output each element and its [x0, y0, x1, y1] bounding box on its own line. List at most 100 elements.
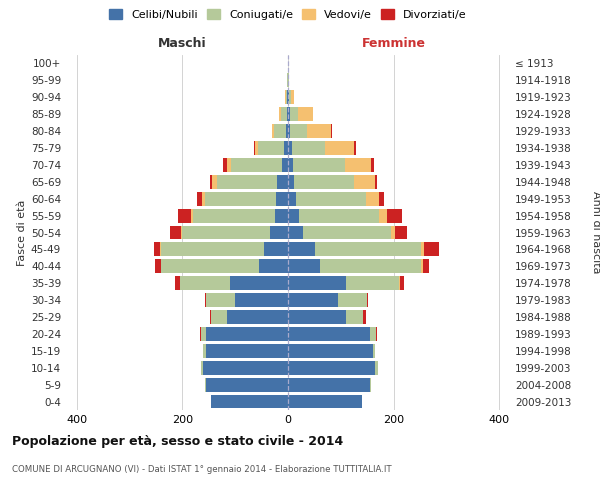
Bar — [331, 124, 332, 138]
Bar — [298, 107, 313, 121]
Text: Popolazione per età, sesso e stato civile - 2014: Popolazione per età, sesso e stato civil… — [12, 435, 343, 448]
Bar — [288, 158, 293, 172]
Bar — [320, 260, 421, 273]
Bar — [205, 192, 277, 205]
Bar — [295, 175, 353, 188]
Bar — [375, 361, 378, 374]
Bar — [373, 344, 375, 358]
Bar — [346, 276, 399, 290]
Bar — [288, 226, 303, 239]
Text: COMUNE DI ARCUGNANO (VI) - Dati ISTAT 1° gennaio 2014 - Elaborazione TUTTITALIA.: COMUNE DI ARCUGNANO (VI) - Dati ISTAT 1°… — [12, 465, 392, 474]
Bar — [201, 361, 203, 374]
Bar — [179, 276, 230, 290]
Bar — [178, 208, 191, 222]
Bar — [286, 90, 287, 104]
Bar — [227, 310, 288, 324]
Bar — [370, 378, 371, 392]
Text: Femmine: Femmine — [362, 37, 426, 50]
Bar — [193, 208, 275, 222]
Bar — [288, 192, 296, 205]
Bar — [316, 242, 421, 256]
Bar — [284, 141, 288, 155]
Bar — [288, 361, 375, 374]
Y-axis label: Anni di nascita: Anni di nascita — [591, 191, 600, 274]
Bar — [374, 175, 377, 188]
Bar — [288, 394, 362, 408]
Bar — [197, 192, 202, 205]
Bar — [288, 276, 346, 290]
Bar — [287, 107, 288, 121]
Bar — [212, 175, 217, 188]
Bar — [272, 124, 274, 138]
Y-axis label: Fasce di età: Fasce di età — [17, 200, 27, 266]
Bar — [230, 276, 288, 290]
Bar — [205, 378, 206, 392]
Bar — [292, 141, 325, 155]
Bar — [206, 344, 288, 358]
Bar — [325, 141, 354, 155]
Bar — [235, 293, 288, 307]
Bar — [289, 90, 291, 104]
Bar — [255, 141, 259, 155]
Bar — [421, 260, 423, 273]
Bar — [288, 141, 292, 155]
Bar — [281, 158, 288, 172]
Bar — [395, 226, 407, 239]
Bar — [290, 107, 298, 121]
Bar — [154, 242, 160, 256]
Bar — [303, 226, 391, 239]
Bar — [288, 242, 316, 256]
Text: Maschi: Maschi — [158, 37, 206, 50]
Bar — [211, 310, 227, 324]
Bar — [387, 208, 401, 222]
Bar — [205, 293, 206, 307]
Bar — [202, 192, 205, 205]
Bar — [161, 242, 264, 256]
Bar — [344, 158, 371, 172]
Bar — [161, 260, 259, 273]
Bar — [211, 394, 288, 408]
Bar — [269, 226, 288, 239]
Bar — [346, 310, 363, 324]
Bar — [400, 276, 404, 290]
Bar — [391, 226, 395, 239]
Bar — [206, 378, 288, 392]
Bar — [181, 226, 182, 239]
Bar — [296, 192, 366, 205]
Bar — [366, 192, 379, 205]
Bar — [421, 242, 424, 256]
Bar — [379, 208, 387, 222]
Bar — [264, 242, 288, 256]
Bar — [206, 293, 235, 307]
Bar — [155, 260, 161, 273]
Bar — [363, 310, 366, 324]
Bar — [210, 310, 211, 324]
Bar — [210, 175, 212, 188]
Bar — [424, 242, 439, 256]
Bar — [227, 158, 232, 172]
Bar — [277, 175, 288, 188]
Bar — [182, 226, 269, 239]
Bar — [286, 124, 288, 138]
Bar — [288, 124, 290, 138]
Bar — [293, 158, 344, 172]
Bar — [281, 107, 287, 121]
Bar — [288, 310, 346, 324]
Bar — [288, 260, 320, 273]
Legend: Celibi/Nubili, Coniugati/e, Vedovi/e, Divorziati/e: Celibi/Nubili, Coniugati/e, Vedovi/e, Di… — [106, 6, 470, 23]
Bar — [291, 90, 294, 104]
Bar — [288, 378, 370, 392]
Bar — [288, 344, 373, 358]
Bar — [307, 124, 331, 138]
Bar — [259, 141, 284, 155]
Bar — [232, 158, 281, 172]
Bar — [217, 175, 277, 188]
Bar — [288, 107, 290, 121]
Bar — [274, 124, 286, 138]
Bar — [379, 192, 384, 205]
Bar — [170, 226, 181, 239]
Bar — [160, 242, 161, 256]
Bar — [371, 158, 374, 172]
Bar — [354, 141, 356, 155]
Bar — [279, 107, 281, 121]
